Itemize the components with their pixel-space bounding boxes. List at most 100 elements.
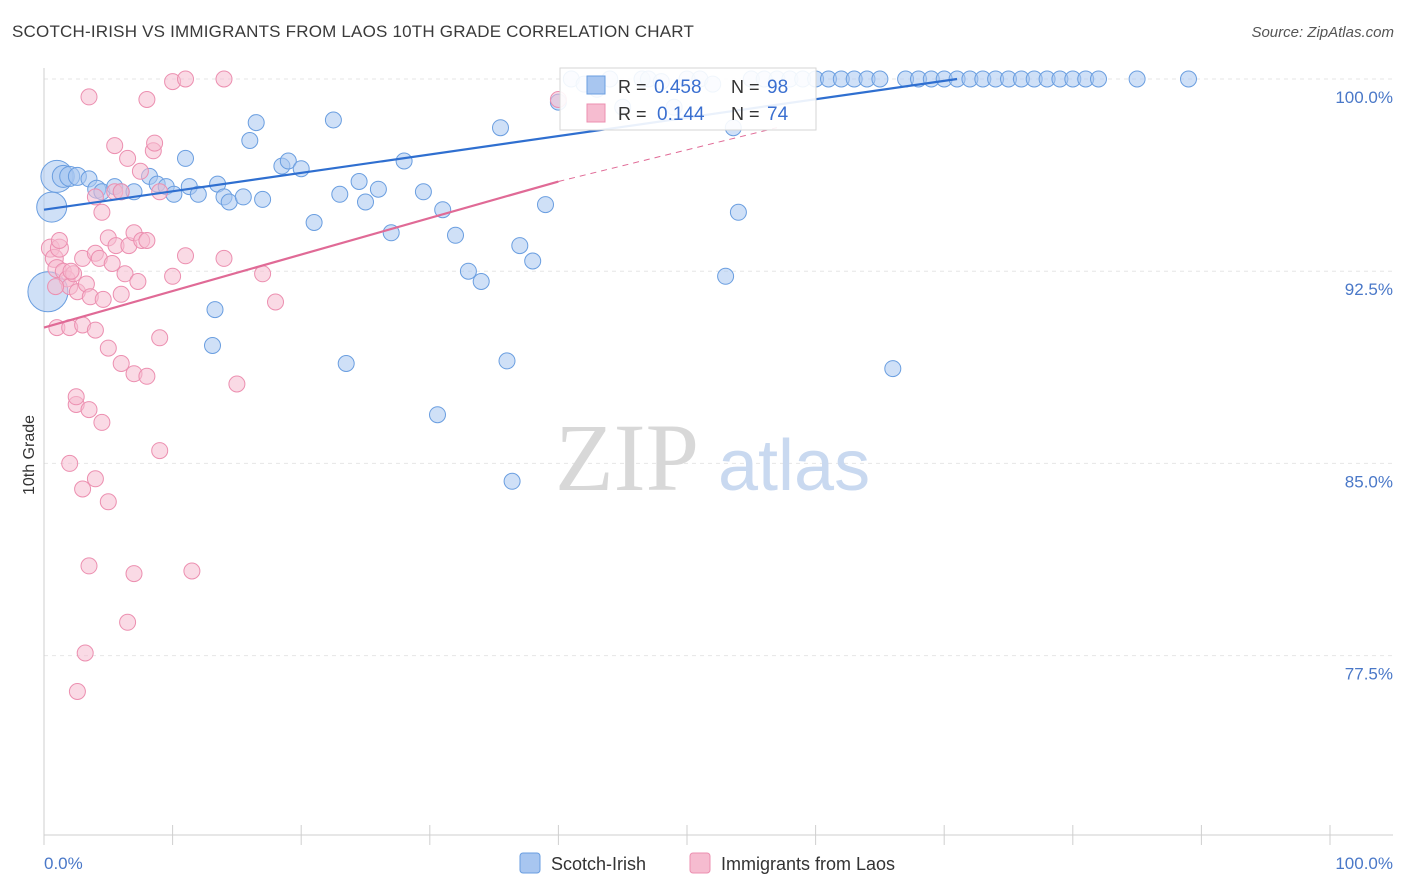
point-scotch-irish bbox=[165, 185, 183, 203]
point-scotch-irish bbox=[717, 267, 735, 285]
legend-r-value-2: 0.144 bbox=[657, 104, 705, 125]
point-scotch-irish bbox=[871, 70, 889, 88]
point-scotch-irish bbox=[511, 237, 529, 255]
series-legend-label-scotch-irish: Scotch-Irish bbox=[551, 854, 646, 874]
legend-n-label-1: N = bbox=[731, 77, 760, 97]
series-legend-swatch-scotch-irish bbox=[519, 852, 541, 874]
series-legend-label-laos: Immigrants from Laos bbox=[721, 854, 895, 874]
point-scotch-irish bbox=[337, 355, 355, 372]
legend-n-value-2: 74 bbox=[767, 104, 789, 125]
point-laos bbox=[183, 562, 201, 580]
point-laos bbox=[93, 203, 111, 221]
point-scotch-irish bbox=[429, 406, 446, 424]
legend-swatch-laos bbox=[586, 103, 606, 123]
trend-lines bbox=[43, 77, 958, 329]
point-scotch-irish bbox=[357, 193, 374, 211]
point-scotch-irish bbox=[350, 173, 368, 190]
legend-r-label-1: R = bbox=[618, 77, 647, 97]
watermark-atlas: atlas bbox=[718, 426, 870, 506]
point-laos bbox=[131, 162, 149, 180]
trend-line-laos bbox=[43, 180, 559, 329]
series-legend-swatch-laos bbox=[689, 852, 711, 874]
point-laos bbox=[106, 137, 124, 155]
point-laos bbox=[151, 442, 169, 460]
point-scotch-irish bbox=[729, 203, 747, 221]
y-tick-label: 77.5% bbox=[1345, 665, 1393, 684]
point-scotch-irish bbox=[537, 196, 554, 214]
point-laos bbox=[50, 232, 68, 249]
gridlines bbox=[44, 78, 1393, 657]
point-scotch-irish bbox=[459, 262, 477, 280]
source-label: Source: ZipAtlas.com bbox=[1251, 24, 1394, 41]
point-scotch-irish bbox=[503, 472, 521, 490]
point-laos bbox=[86, 470, 104, 488]
point-laos bbox=[112, 355, 130, 372]
point-laos bbox=[215, 249, 233, 267]
watermark-zip: ZIP bbox=[555, 404, 699, 511]
point-scotch-irish bbox=[254, 190, 272, 208]
point-scotch-irish bbox=[331, 185, 349, 203]
point-scotch-irish bbox=[1090, 70, 1107, 88]
point-laos bbox=[93, 413, 111, 431]
point-scotch-irish bbox=[241, 132, 259, 149]
point-scotch-irish bbox=[206, 301, 224, 319]
point-laos bbox=[125, 565, 143, 583]
point-laos bbox=[116, 265, 134, 283]
point-laos bbox=[103, 255, 121, 272]
point-laos bbox=[138, 91, 156, 108]
point-scotch-irish bbox=[234, 188, 252, 206]
point-laos bbox=[67, 388, 85, 406]
point-scotch-irish bbox=[498, 352, 516, 370]
point-scotch-irish bbox=[447, 226, 464, 244]
point-laos bbox=[62, 262, 80, 280]
x-ticks bbox=[43, 825, 1331, 845]
point-scotch-irish bbox=[524, 252, 542, 270]
point-laos bbox=[68, 683, 86, 700]
point-laos bbox=[99, 493, 117, 511]
point-laos bbox=[146, 134, 164, 152]
trend-line-scotch-irish bbox=[43, 77, 958, 211]
y-tick-label: 100.0% bbox=[1335, 88, 1393, 107]
chart-title: SCOTCH-IRISH VS IMMIGRANTS FROM LAOS 10T… bbox=[12, 22, 695, 41]
point-laos bbox=[112, 183, 130, 201]
legend-n-value-1: 98 bbox=[767, 77, 788, 98]
point-laos bbox=[74, 480, 92, 498]
legend-r-label-2: R = bbox=[618, 104, 647, 124]
point-laos bbox=[80, 88, 98, 106]
point-scotch-irish bbox=[305, 214, 323, 231]
x-tick-label-left: 0.0% bbox=[44, 854, 83, 873]
point-scotch-irish bbox=[884, 360, 902, 378]
point-laos bbox=[129, 273, 147, 290]
y-axis-label: 10th Grade bbox=[21, 415, 38, 495]
point-scotch-irish bbox=[414, 183, 432, 201]
point-scotch-irish bbox=[247, 114, 265, 132]
point-scotch-irish bbox=[1128, 70, 1146, 88]
point-scotch-irish bbox=[324, 111, 342, 129]
point-scotch-irish bbox=[279, 152, 297, 170]
point-laos bbox=[99, 339, 117, 357]
point-laos bbox=[177, 247, 194, 265]
point-scotch-irish bbox=[1180, 70, 1197, 88]
point-scotch-irish bbox=[204, 337, 221, 354]
point-laos bbox=[76, 644, 94, 662]
point-scotch-irish bbox=[177, 149, 194, 167]
point-laos bbox=[61, 454, 79, 472]
y-tick-label: 85.0% bbox=[1345, 472, 1393, 491]
point-laos bbox=[151, 329, 169, 347]
point-laos bbox=[86, 321, 104, 339]
point-scotch-irish bbox=[369, 180, 387, 198]
x-tick-label-right: 100.0% bbox=[1335, 854, 1393, 873]
point-laos bbox=[138, 232, 156, 249]
legend-r-value-1: 0.458 bbox=[654, 77, 702, 98]
point-laos bbox=[138, 367, 156, 385]
point-laos bbox=[94, 290, 112, 308]
point-scotch-irish bbox=[395, 152, 413, 170]
legend-swatch-scotch-irish bbox=[586, 75, 606, 95]
point-laos bbox=[119, 149, 137, 167]
legend-n-label-2: N = bbox=[731, 104, 760, 124]
y-tick-label: 92.5% bbox=[1345, 280, 1393, 299]
point-scotch-irish bbox=[472, 273, 490, 290]
point-laos bbox=[267, 293, 284, 311]
point-scotch-irish bbox=[220, 193, 238, 211]
